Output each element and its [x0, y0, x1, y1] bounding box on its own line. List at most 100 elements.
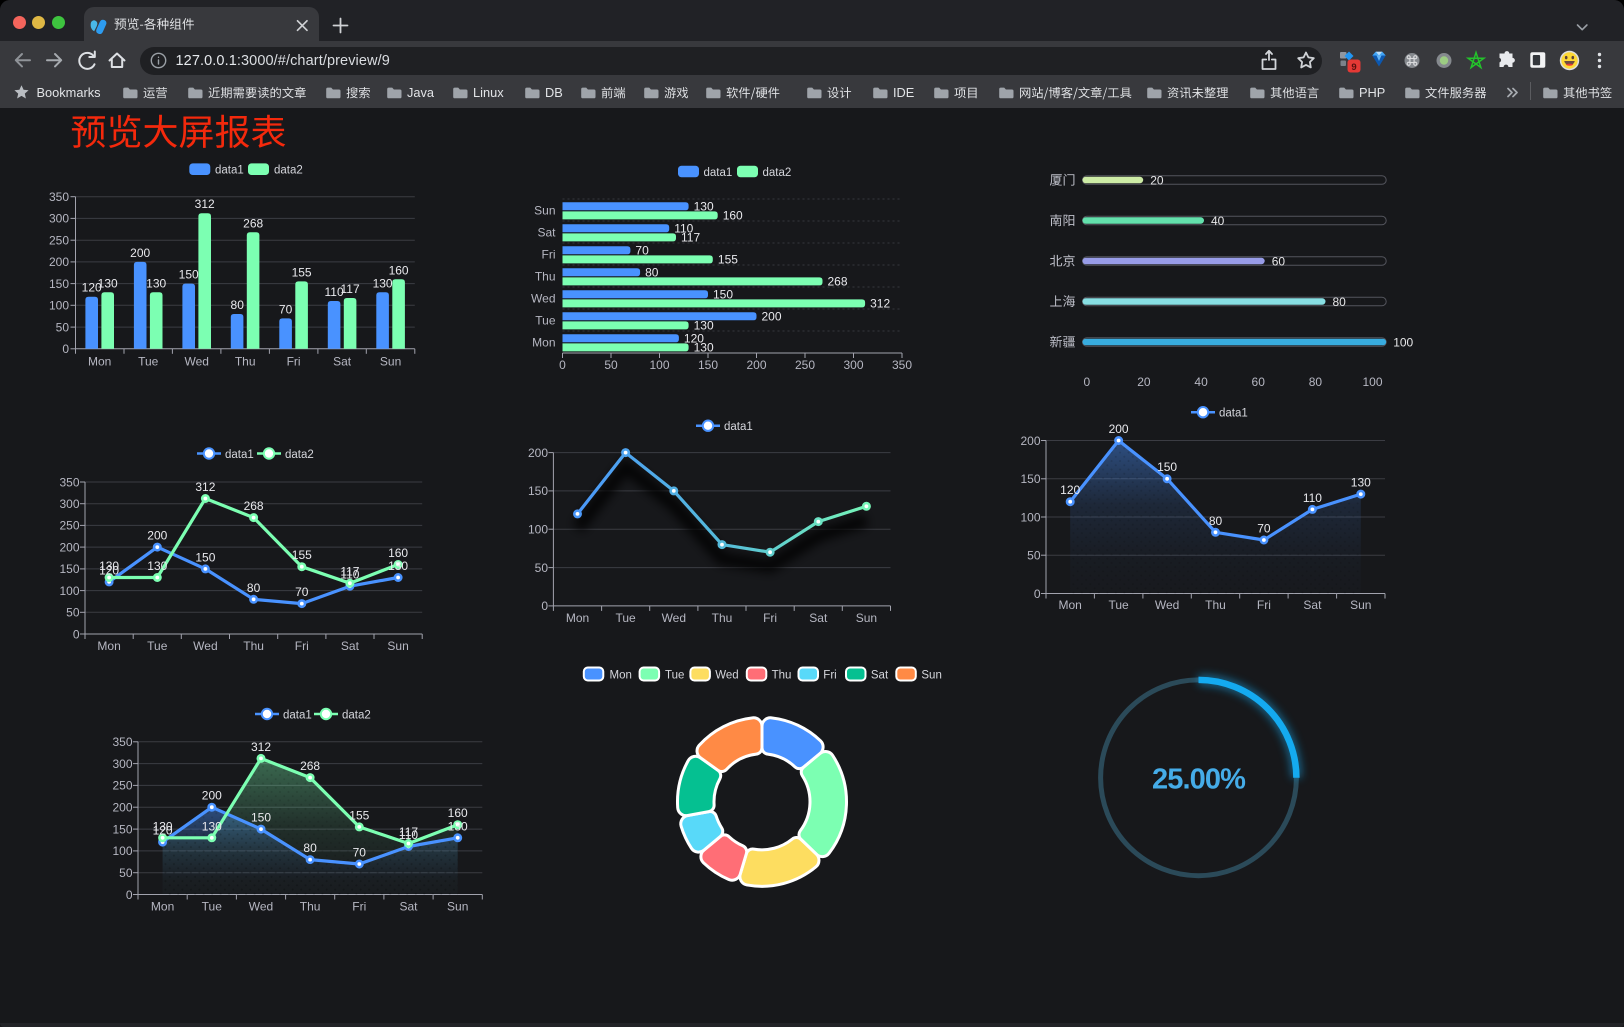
svg-text:100: 100 [1362, 375, 1382, 389]
svg-text:100: 100 [49, 299, 69, 313]
svg-text:150: 150 [528, 484, 548, 498]
svg-text:150: 150 [179, 268, 199, 282]
svg-text:200: 200 [112, 801, 132, 815]
svg-text:Sat: Sat [537, 225, 556, 239]
svg-text:data1: data1 [704, 167, 733, 179]
svg-text:268: 268 [244, 499, 264, 513]
svg-text:70: 70 [1257, 522, 1271, 536]
svg-text:Sun: Sun [1350, 598, 1371, 612]
svg-text:data1: data1 [225, 449, 254, 461]
svg-text:50: 50 [56, 320, 70, 334]
svg-text:155: 155 [292, 265, 312, 279]
svg-text:20: 20 [1137, 375, 1151, 389]
svg-text:100: 100 [59, 584, 79, 598]
svg-text:Fri: Fri [1257, 598, 1271, 612]
svg-text:200: 200 [202, 789, 222, 803]
svg-text:268: 268 [828, 275, 848, 289]
svg-text:350: 350 [112, 735, 132, 749]
svg-text:155: 155 [349, 808, 369, 822]
svg-text:300: 300 [112, 757, 132, 771]
svg-text:250: 250 [49, 234, 69, 248]
svg-text:250: 250 [59, 519, 79, 533]
svg-text:data2: data2 [285, 449, 314, 461]
svg-text:350: 350 [59, 475, 79, 489]
svg-text:80: 80 [303, 841, 317, 855]
svg-text:Wed: Wed [715, 670, 738, 682]
svg-text:20: 20 [1150, 173, 1164, 187]
svg-text:Mon: Mon [1059, 598, 1082, 612]
svg-text:Mon: Mon [151, 899, 174, 913]
svg-text:Thu: Thu [243, 639, 264, 653]
svg-text:130: 130 [373, 276, 393, 290]
svg-text:130: 130 [694, 199, 714, 213]
svg-text:Thu: Thu [535, 269, 556, 283]
svg-text:80: 80 [1333, 295, 1347, 309]
svg-text:Mon: Mon [97, 639, 120, 653]
svg-text:70: 70 [295, 585, 309, 599]
svg-text:200: 200 [130, 246, 150, 260]
svg-text:130: 130 [388, 559, 408, 573]
svg-text:Tue: Tue [138, 355, 159, 369]
svg-text:350: 350 [49, 190, 69, 204]
svg-text:117: 117 [681, 231, 700, 245]
svg-text:150: 150 [251, 811, 271, 825]
svg-text:312: 312 [870, 297, 890, 311]
svg-text:268: 268 [243, 216, 263, 230]
svg-text:250: 250 [795, 358, 815, 372]
svg-text:Sun: Sun [380, 355, 401, 369]
svg-text:60: 60 [1272, 254, 1286, 268]
svg-text:130: 130 [1351, 476, 1371, 490]
svg-text:117: 117 [341, 282, 360, 296]
svg-text:110: 110 [1303, 491, 1322, 505]
svg-text:Thu: Thu [300, 899, 321, 913]
svg-text:50: 50 [535, 561, 549, 575]
svg-text:50: 50 [1027, 549, 1041, 563]
svg-text:150: 150 [49, 277, 69, 291]
svg-text:Thu: Thu [712, 611, 733, 625]
svg-text:Sat: Sat [399, 899, 418, 913]
svg-text:Sun: Sun [921, 670, 941, 682]
svg-text:Fri: Fri [823, 670, 836, 682]
svg-text:data2: data2 [342, 709, 371, 721]
svg-text:Wed: Wed [193, 639, 217, 653]
svg-text:160: 160 [389, 263, 409, 277]
svg-text:130: 130 [694, 319, 714, 333]
svg-text:Fri: Fri [542, 247, 556, 261]
svg-text:200: 200 [49, 255, 69, 269]
svg-text:Fri: Fri [287, 355, 301, 369]
svg-text:80: 80 [1309, 375, 1323, 389]
svg-text:80: 80 [247, 581, 261, 595]
svg-text:Fri: Fri [295, 639, 309, 653]
svg-text:0: 0 [1034, 587, 1041, 601]
svg-text:Fri: Fri [763, 611, 777, 625]
svg-text:100: 100 [528, 523, 548, 537]
svg-text:data1: data1 [215, 165, 244, 177]
svg-text:200: 200 [1020, 434, 1040, 448]
svg-text:130: 130 [694, 341, 714, 355]
svg-text:Mon: Mon [88, 355, 111, 369]
svg-text:Fri: Fri [352, 899, 366, 913]
svg-text:0: 0 [62, 342, 69, 356]
svg-text:0: 0 [73, 627, 80, 641]
svg-text:350: 350 [892, 358, 912, 372]
svg-text:312: 312 [251, 740, 271, 754]
svg-text:0: 0 [559, 358, 566, 372]
svg-text:0: 0 [541, 599, 548, 613]
svg-text:200: 200 [762, 309, 782, 323]
svg-text:40: 40 [1194, 375, 1208, 389]
svg-text:40: 40 [1211, 214, 1225, 228]
svg-text:Wed: Wed [531, 291, 555, 305]
svg-text:117: 117 [340, 565, 359, 579]
svg-text:Tue: Tue [535, 313, 556, 327]
svg-text:300: 300 [49, 212, 69, 226]
svg-text:Sun: Sun [856, 611, 877, 625]
svg-text:data1: data1 [283, 709, 312, 721]
svg-text:200: 200 [147, 529, 167, 543]
svg-text:50: 50 [66, 606, 80, 620]
svg-text:110: 110 [325, 285, 344, 299]
svg-text:200: 200 [528, 446, 548, 460]
svg-text:130: 130 [448, 819, 468, 833]
svg-text:110: 110 [399, 828, 418, 842]
svg-text:Thu: Thu [772, 670, 792, 682]
svg-text:9: 9 [1351, 62, 1356, 73]
